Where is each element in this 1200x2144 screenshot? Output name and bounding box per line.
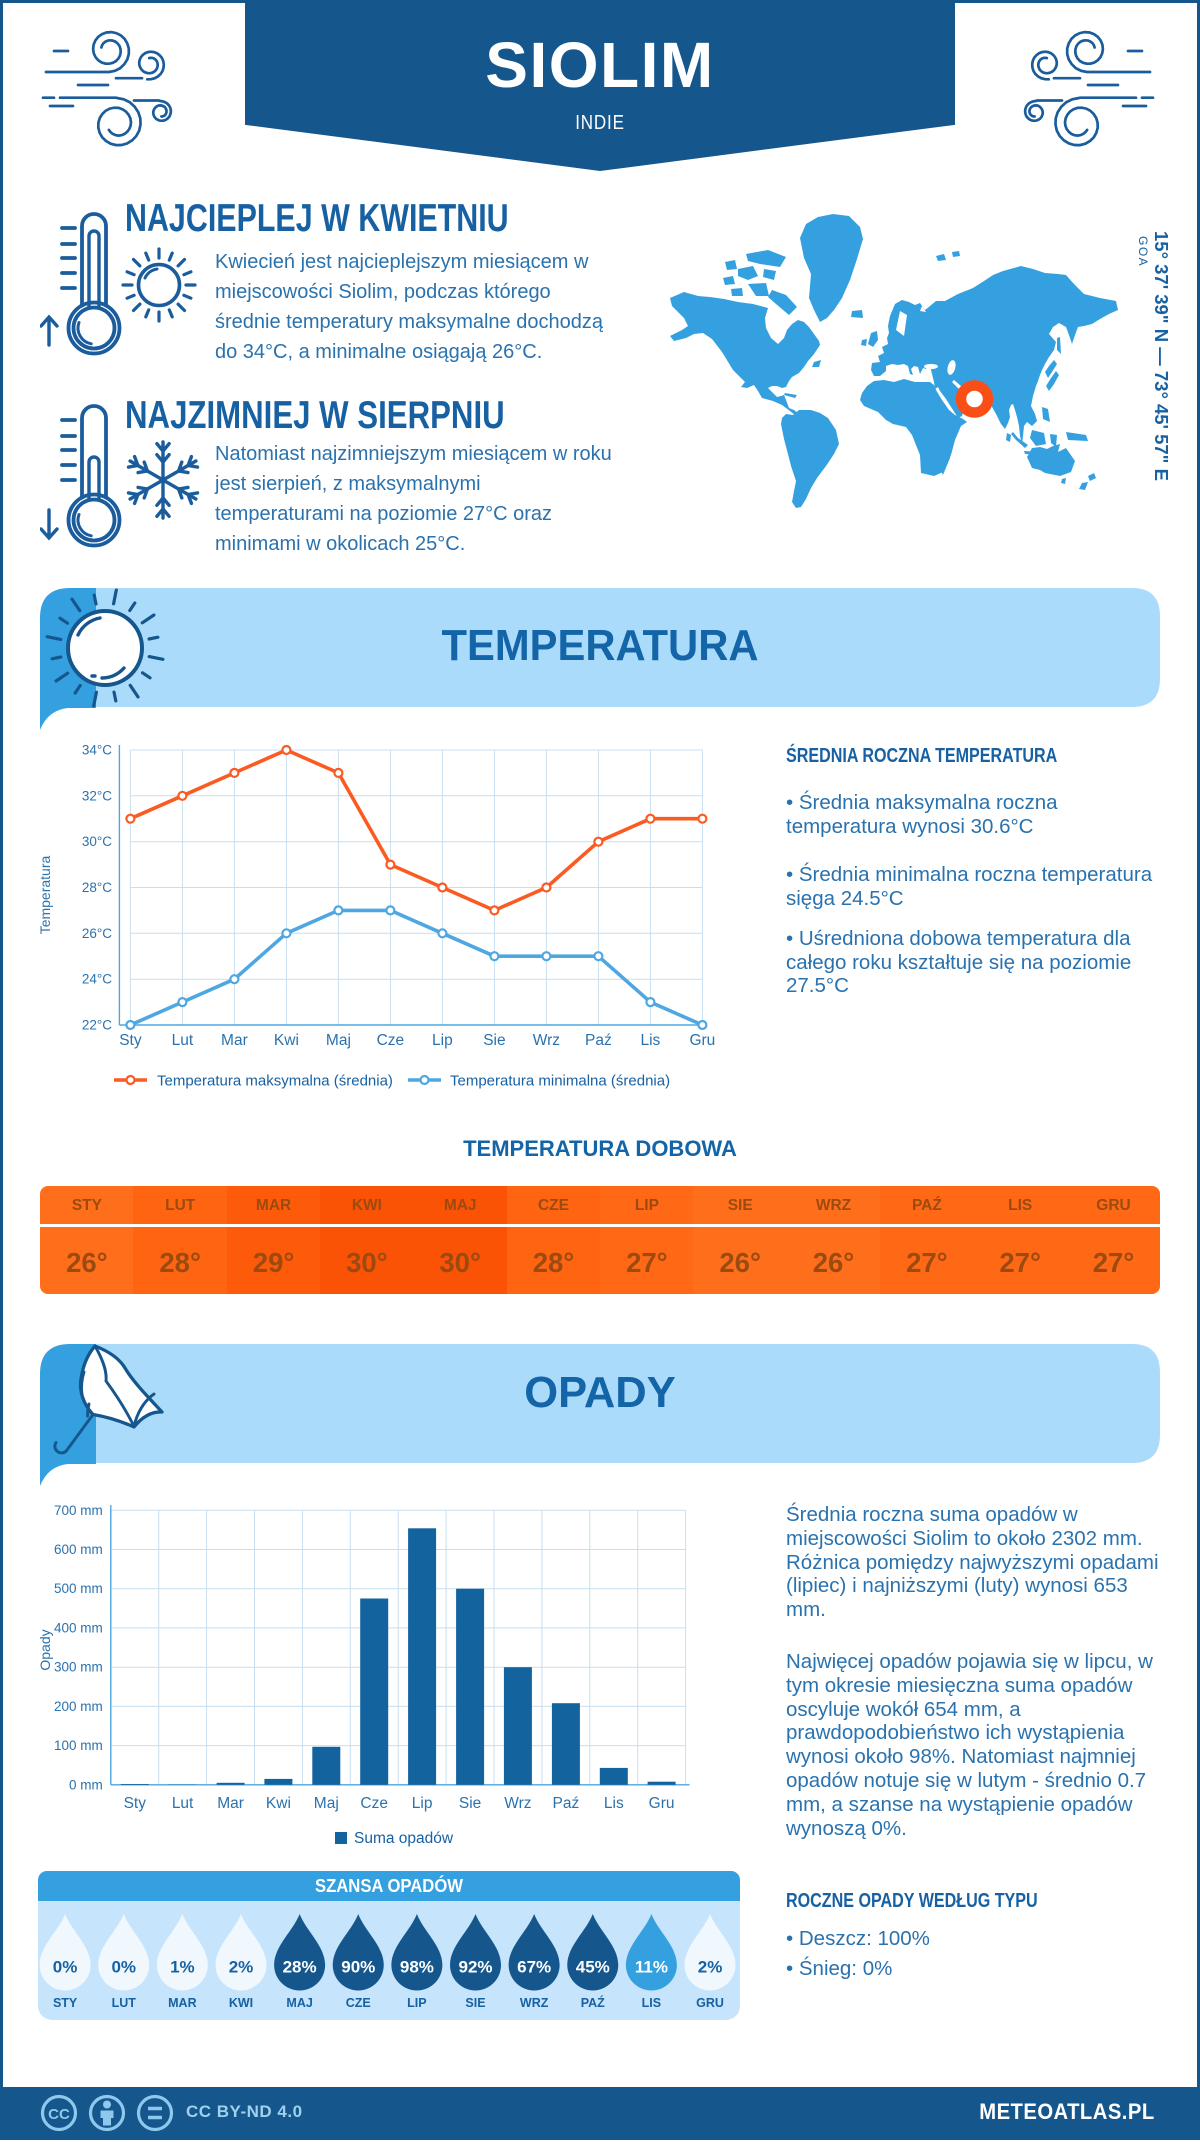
- svg-text:90%: 90%: [341, 1958, 375, 1977]
- svg-text:11%: 11%: [635, 1958, 668, 1977]
- svg-text:Mar: Mar: [221, 1032, 248, 1049]
- svg-text:Maj: Maj: [314, 1795, 339, 1812]
- svg-text:Lut: Lut: [172, 1795, 194, 1812]
- svg-text:Kwi: Kwi: [274, 1032, 299, 1049]
- svg-text:GRU: GRU: [696, 1996, 724, 2010]
- svg-text:PAŹ: PAŹ: [581, 1995, 605, 2010]
- svg-text:CZE: CZE: [346, 1996, 371, 2010]
- svg-text:LIS: LIS: [642, 1996, 661, 2010]
- svg-text:0 mm: 0 mm: [69, 1777, 103, 1792]
- svg-text:Paź: Paź: [585, 1032, 612, 1049]
- svg-text:Mar: Mar: [217, 1795, 244, 1812]
- svg-text:LUT: LUT: [112, 1996, 137, 2010]
- svg-text:34°C: 34°C: [82, 743, 112, 758]
- svg-text:2%: 2%: [698, 1958, 723, 1977]
- svg-text:600 mm: 600 mm: [54, 1542, 103, 1557]
- svg-text:Sty: Sty: [119, 1032, 142, 1049]
- svg-text:Opady: Opady: [37, 1629, 53, 1670]
- svg-text:0%: 0%: [111, 1958, 136, 1977]
- svg-text:Lis: Lis: [640, 1032, 660, 1049]
- svg-text:Sie: Sie: [459, 1795, 481, 1812]
- svg-text:Gru: Gru: [689, 1032, 715, 1049]
- svg-text:Temperatura: Temperatura: [37, 855, 53, 934]
- svg-text:Cze: Cze: [360, 1795, 388, 1812]
- svg-text:Gru: Gru: [649, 1795, 675, 1812]
- svg-text:MAJ: MAJ: [286, 1996, 312, 2010]
- svg-text:400 mm: 400 mm: [54, 1620, 103, 1635]
- svg-text:WRZ: WRZ: [520, 1996, 549, 2010]
- svg-text:22°C: 22°C: [82, 1018, 112, 1033]
- svg-text:Kwi: Kwi: [266, 1795, 291, 1812]
- svg-text:28%: 28%: [283, 1958, 317, 1977]
- svg-text:500 mm: 500 mm: [54, 1581, 103, 1596]
- svg-text:STY: STY: [53, 1996, 78, 2010]
- svg-text:Lis: Lis: [604, 1795, 624, 1812]
- svg-text:Wrz: Wrz: [533, 1032, 560, 1049]
- svg-text:Temperatura maksymalna (średni: Temperatura maksymalna (średnia): [157, 1073, 393, 1090]
- svg-text:30°C: 30°C: [82, 834, 112, 849]
- svg-text:Sie: Sie: [483, 1032, 505, 1049]
- svg-text:1%: 1%: [170, 1958, 195, 1977]
- svg-text:45%: 45%: [576, 1958, 610, 1977]
- svg-text:100 mm: 100 mm: [54, 1738, 103, 1753]
- svg-text:26°C: 26°C: [82, 926, 112, 941]
- svg-text:Sty: Sty: [124, 1795, 147, 1812]
- svg-text:Wrz: Wrz: [504, 1795, 531, 1812]
- svg-text:MAR: MAR: [168, 1996, 196, 2010]
- svg-text:LIP: LIP: [407, 1996, 426, 2010]
- svg-text:24°C: 24°C: [82, 972, 112, 987]
- svg-text:SIE: SIE: [465, 1996, 485, 2010]
- svg-text:KWI: KWI: [229, 1996, 253, 2010]
- svg-text:98%: 98%: [400, 1958, 434, 1977]
- svg-text:32°C: 32°C: [82, 788, 112, 803]
- svg-text:67%: 67%: [517, 1958, 551, 1977]
- svg-text:700 mm: 700 mm: [54, 1503, 103, 1518]
- svg-text:Paź: Paź: [553, 1795, 580, 1812]
- svg-text:200 mm: 200 mm: [54, 1699, 103, 1714]
- svg-text:0%: 0%: [53, 1958, 78, 1977]
- svg-text:28°C: 28°C: [82, 880, 112, 895]
- svg-text:Cze: Cze: [377, 1032, 405, 1049]
- svg-text:Maj: Maj: [326, 1032, 351, 1049]
- svg-text:2%: 2%: [229, 1958, 254, 1977]
- svg-text:92%: 92%: [458, 1958, 492, 1977]
- svg-text:Lip: Lip: [432, 1032, 453, 1049]
- svg-text:Lip: Lip: [412, 1795, 433, 1812]
- svg-text:Suma opadów: Suma opadów: [354, 1830, 454, 1847]
- svg-text:Lut: Lut: [172, 1032, 194, 1049]
- svg-text:Temperatura minimalna (średnia: Temperatura minimalna (średnia): [450, 1073, 670, 1090]
- svg-text:300 mm: 300 mm: [54, 1660, 103, 1675]
- svg-text:CC: CC: [48, 2106, 70, 2123]
